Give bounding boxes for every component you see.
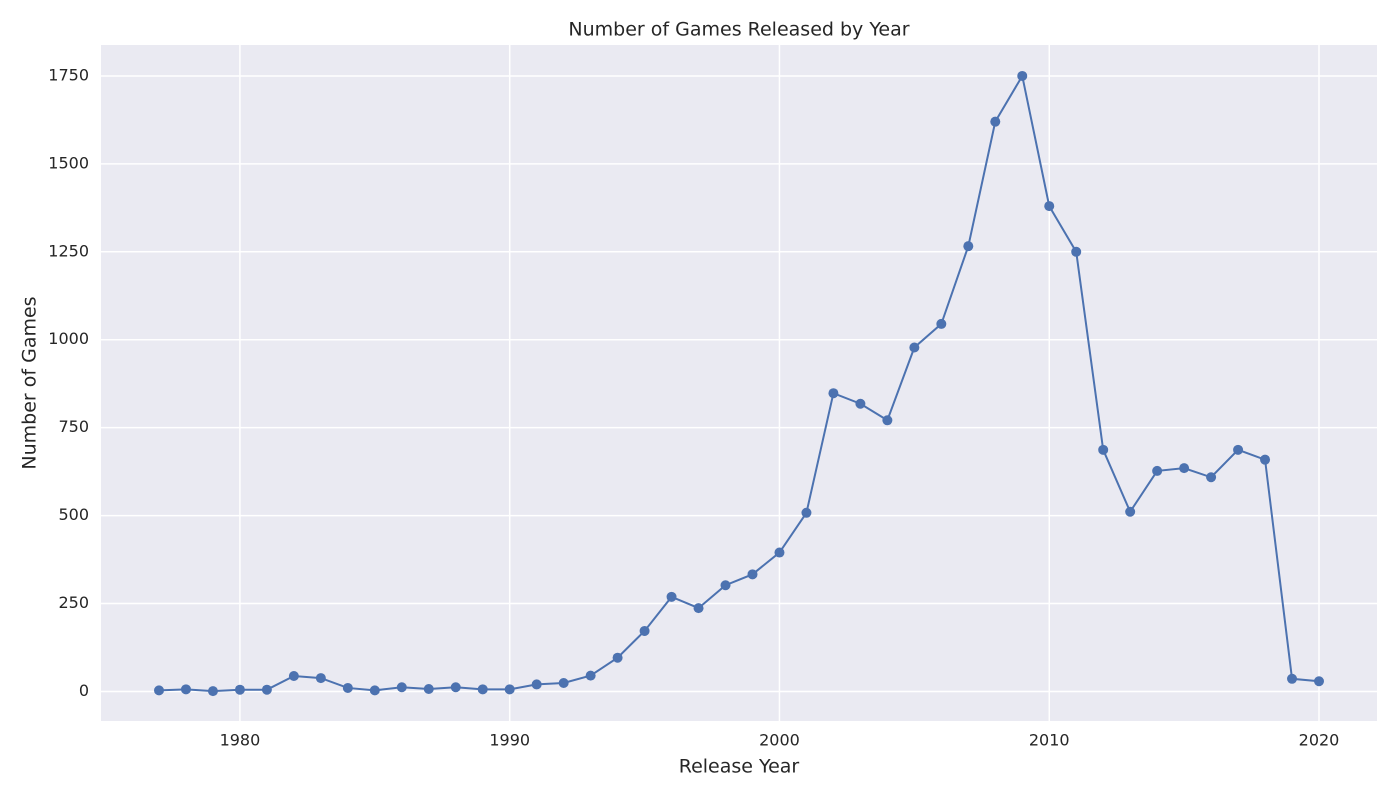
data-point (1152, 465, 1163, 476)
data-point (882, 415, 893, 426)
data-point (693, 603, 704, 614)
data-point (504, 684, 515, 695)
x-tick-label: 1990 (489, 731, 530, 750)
y-axis-label: Number of Games (19, 296, 41, 469)
data-point (639, 625, 650, 636)
data-point (1287, 673, 1298, 684)
data-point (1260, 454, 1271, 465)
data-point (1098, 444, 1109, 455)
data-point (801, 507, 812, 518)
y-tick-label: 1750 (48, 65, 89, 84)
data-point (855, 398, 866, 409)
data-point (909, 342, 920, 353)
data-point (1017, 70, 1028, 81)
x-tick-label: 2000 (759, 731, 800, 750)
y-tick-label: 1250 (48, 241, 89, 260)
y-tick-label: 1500 (48, 153, 89, 172)
chart-title: Number of Games Released by Year (568, 19, 909, 41)
data-point (1071, 246, 1082, 257)
data-point (180, 684, 191, 695)
data-point (747, 569, 758, 580)
data-point (828, 388, 839, 399)
data-point (207, 686, 218, 697)
data-point (936, 318, 947, 329)
data-point (1125, 506, 1136, 517)
y-tick-label: 500 (58, 505, 89, 524)
plot-area (101, 45, 1377, 721)
data-point (423, 683, 434, 694)
data-point (1233, 444, 1244, 455)
data-point (720, 580, 731, 591)
data-point (774, 547, 785, 558)
y-tick-label: 750 (58, 417, 89, 436)
data-point (558, 678, 569, 689)
data-point (585, 670, 596, 681)
x-tick-label: 2010 (1029, 731, 1070, 750)
x-tick-label: 2020 (1299, 731, 1340, 750)
data-point (1179, 463, 1190, 474)
data-point (369, 685, 380, 696)
y-tick-label: 250 (58, 593, 89, 612)
data-point (477, 684, 488, 695)
data-point (990, 116, 1001, 127)
y-tick-label: 1000 (48, 329, 89, 348)
data-point (154, 685, 164, 696)
data-point (612, 652, 623, 663)
data-point (342, 682, 353, 693)
data-point (288, 670, 299, 681)
data-point (396, 682, 407, 693)
data-point (450, 682, 461, 693)
x-axis-label: Release Year (679, 756, 800, 778)
data-point (963, 241, 974, 252)
y-tick-label: 0 (79, 681, 89, 700)
x-tick-label: 1980 (220, 731, 261, 750)
data-point (1044, 201, 1055, 212)
data-point (531, 679, 542, 690)
data-point (1206, 472, 1217, 483)
data-point (666, 591, 677, 602)
data-point (234, 684, 245, 695)
data-point (315, 673, 326, 684)
data-point (1314, 676, 1324, 687)
data-point (261, 684, 272, 695)
